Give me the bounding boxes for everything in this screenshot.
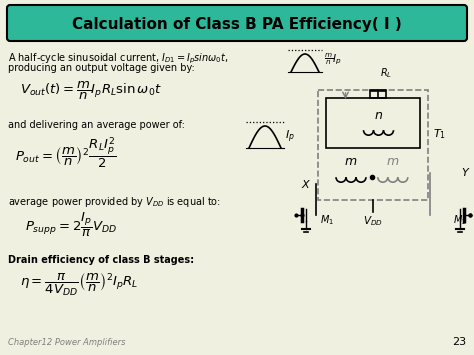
- Text: $V_{out}(t) = \dfrac{m}{n} I_p R_L \sin \omega_0 t$: $V_{out}(t) = \dfrac{m}{n} I_p R_L \sin …: [20, 80, 162, 102]
- Text: $n$: $n$: [374, 109, 383, 122]
- Text: $Y$: $Y$: [461, 166, 471, 179]
- FancyBboxPatch shape: [7, 5, 467, 41]
- Text: $\eta = \dfrac{\pi}{4V_{DD}} \left(\dfrac{m}{n}\right)^2 I_p R_L$: $\eta = \dfrac{\pi}{4V_{DD}} \left(\dfra…: [20, 272, 138, 298]
- Text: $I_p$: $I_p$: [285, 129, 295, 145]
- Text: $m$: $m$: [344, 155, 358, 168]
- Text: producing an output voltage given by:: producing an output voltage given by:: [8, 63, 195, 73]
- Text: $T_1$: $T_1$: [433, 127, 446, 141]
- Text: Drain efficiency of class B stages:: Drain efficiency of class B stages:: [8, 255, 194, 265]
- Text: $M_2$: $M_2$: [453, 213, 467, 227]
- Text: $R_L$: $R_L$: [381, 66, 392, 80]
- Text: A half-cycle sinusoidal current, $I_{D1} = I_p sin\omega_0 t$,: A half-cycle sinusoidal current, $I_{D1}…: [8, 52, 228, 66]
- Text: $M_1$: $M_1$: [320, 213, 334, 227]
- Bar: [326, 98, 420, 147]
- Text: $P_{out} = \left(\dfrac{m}{n}\right)^2 \dfrac{R_L I_p^2}{2}$: $P_{out} = \left(\dfrac{m}{n}\right)^2 \…: [15, 136, 117, 171]
- Text: and delivering an average power of:: and delivering an average power of:: [8, 120, 185, 130]
- Text: Calculation of Class B PA Efficiency( I ): Calculation of Class B PA Efficiency( I …: [72, 16, 402, 32]
- Text: $m$: $m$: [386, 155, 400, 168]
- Bar: [371, 91, 386, 98]
- Bar: [318, 90, 428, 200]
- Text: $P_{supp} = 2\dfrac{I_p}{\pi} V_{DD}$: $P_{supp} = 2\dfrac{I_p}{\pi} V_{DD}$: [25, 211, 117, 239]
- Text: Chapter12 Power Amplifiers: Chapter12 Power Amplifiers: [8, 338, 126, 347]
- Text: average power provided by $V_{DD}$ is equal to:: average power provided by $V_{DD}$ is eq…: [8, 195, 221, 209]
- Text: 23: 23: [452, 337, 466, 347]
- Text: $X$: $X$: [301, 178, 311, 190]
- Text: $V_{DD}$: $V_{DD}$: [363, 214, 383, 228]
- Text: $\frac{m}{n}I_p$: $\frac{m}{n}I_p$: [324, 51, 342, 67]
